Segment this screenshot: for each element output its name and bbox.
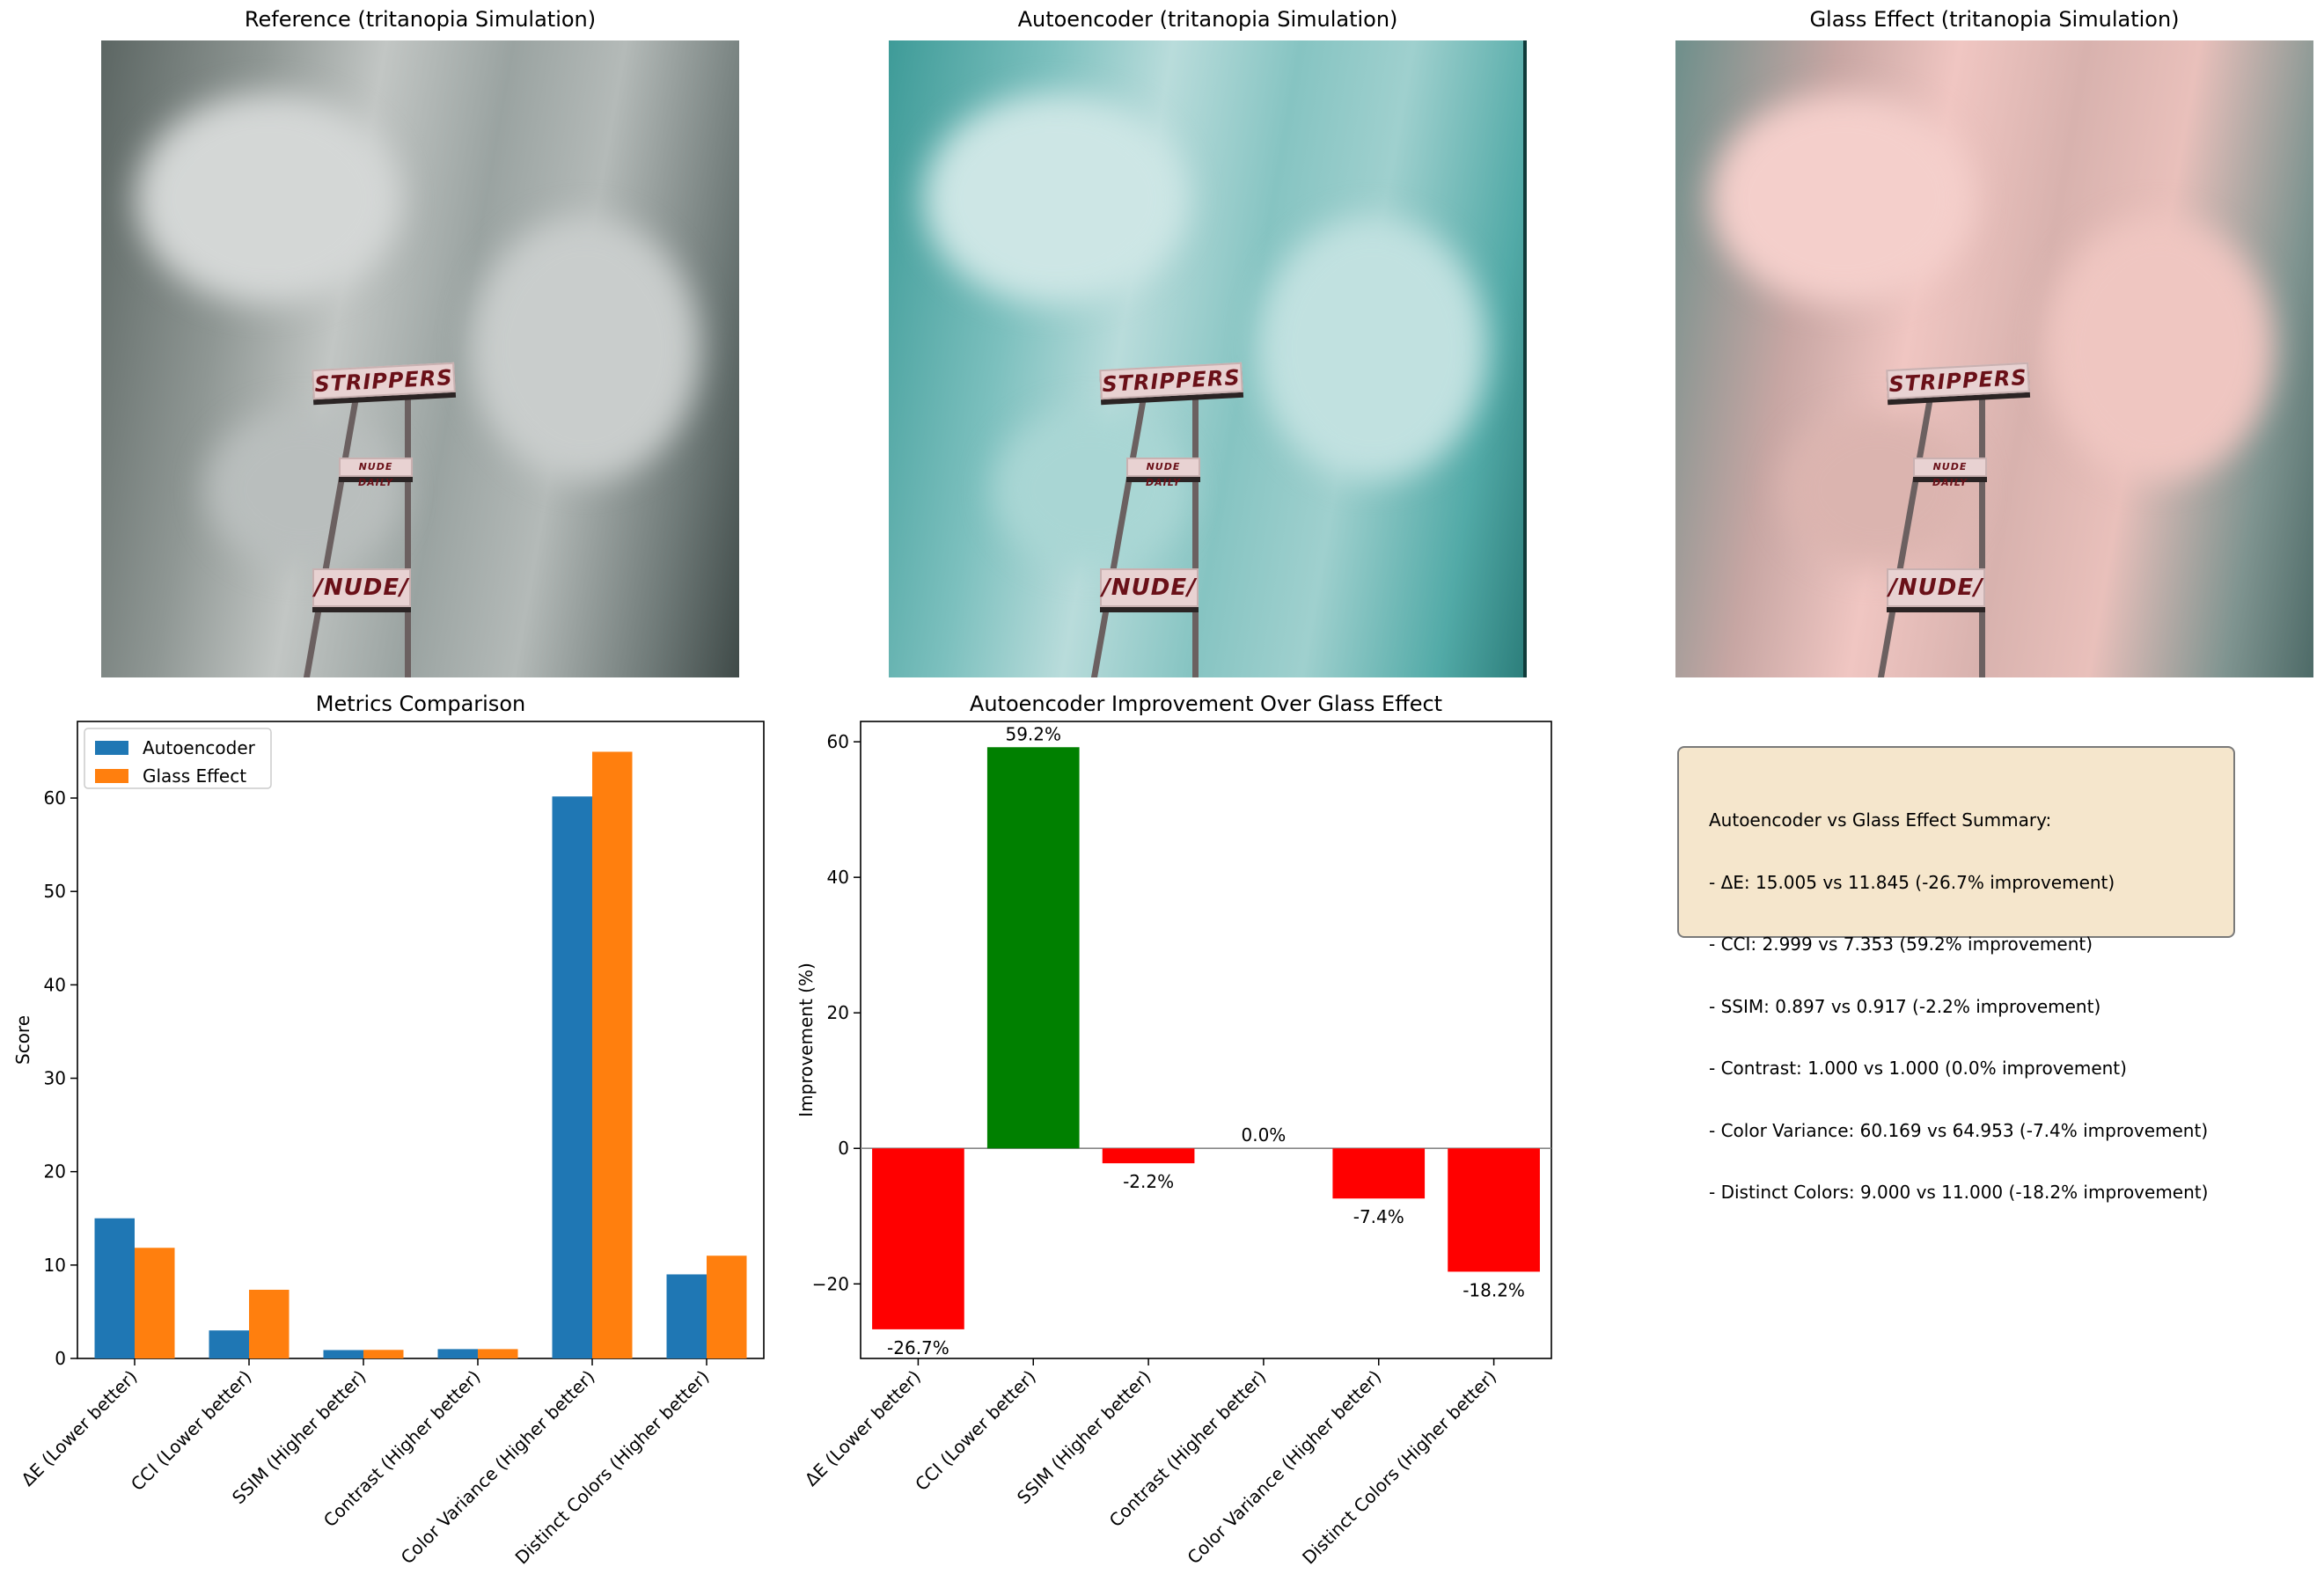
data-label: -18.2% bbox=[1463, 1279, 1525, 1300]
legend-swatch bbox=[95, 741, 128, 755]
x-tick-label: Color Variance (Higher better) bbox=[1183, 1366, 1385, 1569]
bar-autoencoder bbox=[323, 1350, 363, 1358]
summary-box: Autoencoder vs Glass Effect Summary: - Δ… bbox=[1677, 746, 2235, 1203]
chart-title: Metrics Comparison bbox=[316, 692, 525, 716]
y-tick-label: 40 bbox=[44, 974, 66, 995]
y-tick-label: 60 bbox=[827, 731, 849, 752]
sign-nude: /NUDE/ bbox=[1100, 568, 1199, 607]
x-tick-label: ΔE (Lower better) bbox=[801, 1366, 925, 1490]
bar-autoencoder bbox=[437, 1349, 478, 1358]
sign-nude: /NUDE/ bbox=[1887, 568, 1985, 607]
y-tick-label: 20 bbox=[44, 1161, 66, 1182]
bar-autoencoder bbox=[209, 1330, 249, 1358]
panel-title-autoencoder: Autoencoder (tritanopia Simulation) bbox=[1017, 7, 1398, 32]
y-tick-label: 40 bbox=[827, 867, 849, 888]
data-label: -26.7% bbox=[887, 1337, 949, 1358]
bar-glass-effect bbox=[592, 751, 633, 1358]
x-tick-label: CCI (Lower better) bbox=[127, 1366, 256, 1496]
sign-nude-daily: NUDE DAILY bbox=[339, 458, 413, 488]
plot-frame bbox=[77, 721, 765, 1359]
bar-glass-effect bbox=[478, 1349, 518, 1358]
bar-autoencoder bbox=[552, 796, 592, 1358]
summary-line: - CCI: 2.999 vs 7.353 (59.2% improvement… bbox=[1709, 933, 2093, 955]
y-tick-label: 0 bbox=[55, 1348, 66, 1369]
bar-autoencoder bbox=[666, 1274, 707, 1358]
summary-line: - Distinct Colors: 9.000 vs 11.000 (-18.… bbox=[1709, 1182, 2209, 1203]
improvement-chart: Autoencoder Improvement Over Glass Effec… bbox=[795, 692, 1552, 1569]
sign-nude: /NUDE/ bbox=[312, 568, 411, 607]
improvement-bar bbox=[872, 1148, 964, 1329]
y-tick-label: 30 bbox=[44, 1068, 66, 1089]
y-tick-label: 10 bbox=[44, 1255, 66, 1276]
glass-effect-image: STRIPPERS NUDE DAILY /NUDE/ bbox=[1675, 40, 2313, 677]
x-tick-label: Distinct Colors (Higher better) bbox=[1298, 1366, 1500, 1569]
metrics-comparison-chart: Metrics Comparison 0 10 20 30 40 50 60 Score ΔE (… bbox=[12, 692, 765, 1569]
y-axis-label: Improvement (%) bbox=[795, 963, 817, 1117]
plot-frame bbox=[860, 721, 1552, 1359]
data-label: -2.2% bbox=[1123, 1171, 1174, 1192]
summary-line: Autoencoder vs Glass Effect Summary: bbox=[1709, 809, 2052, 831]
improvement-bar bbox=[1448, 1148, 1540, 1272]
improvement-bar bbox=[1102, 1148, 1195, 1164]
data-label: -7.4% bbox=[1353, 1206, 1404, 1227]
sign-nude-daily: NUDE DAILY bbox=[1126, 458, 1200, 488]
data-label: 0.0% bbox=[1242, 1124, 1287, 1146]
x-tick-label: Distinct Colors (Higher better) bbox=[511, 1366, 714, 1569]
y-tick-label: 0 bbox=[838, 1138, 849, 1159]
bar-autoencoder bbox=[94, 1218, 135, 1358]
y-axis-label: Score bbox=[12, 1015, 33, 1065]
improvement-bar bbox=[1332, 1148, 1426, 1199]
summary-line: - Color Variance: 60.169 vs 64.953 (-7.4… bbox=[1709, 1119, 2209, 1141]
summary-line: - Contrast: 1.000 vs 1.000 (0.0% improve… bbox=[1709, 1058, 2127, 1079]
bar-glass-effect bbox=[363, 1350, 404, 1358]
y-tick-label: 60 bbox=[44, 787, 66, 809]
y-tick-label: −20 bbox=[812, 1273, 849, 1294]
panel-title-reference: Reference (tritanopia Simulation) bbox=[244, 7, 597, 32]
legend-swatch bbox=[95, 769, 128, 783]
sign-nude-daily: NUDE DAILY bbox=[1913, 458, 1987, 488]
legend-label: Glass Effect bbox=[143, 765, 246, 787]
improvement-bar bbox=[986, 747, 1080, 1149]
y-tick-label: 50 bbox=[44, 881, 66, 902]
y-tick-label: 20 bbox=[827, 1002, 849, 1023]
bar-glass-effect bbox=[707, 1256, 747, 1358]
summary-line: - SSIM: 0.897 vs 0.917 (-2.2% improvemen… bbox=[1709, 995, 2101, 1017]
autoencoder-image: STRIPPERS NUDE DAILY /NUDE/ bbox=[889, 40, 1527, 677]
legend-box bbox=[84, 728, 272, 789]
summary-line: - ΔE: 15.005 vs 11.845 (-26.7% improveme… bbox=[1709, 871, 2115, 893]
data-label: 59.2% bbox=[1005, 723, 1061, 744]
bar-glass-effect bbox=[135, 1248, 175, 1358]
panel-title-glass-effect: Glass Effect (tritanopia Simulation) bbox=[1809, 7, 2180, 32]
bar-glass-effect bbox=[249, 1289, 290, 1358]
legend-label: Autoencoder bbox=[143, 737, 256, 758]
chart-title: Autoencoder Improvement Over Glass Effec… bbox=[970, 692, 1442, 716]
x-tick-label: Color Variance (Higher better) bbox=[397, 1366, 599, 1569]
x-tick-label: CCI (Lower better) bbox=[911, 1366, 1040, 1496]
reference-image: STRIPPERS NUDE DAILY /NUDE/ bbox=[101, 40, 739, 677]
x-tick-label: ΔE (Lower better) bbox=[17, 1366, 141, 1490]
